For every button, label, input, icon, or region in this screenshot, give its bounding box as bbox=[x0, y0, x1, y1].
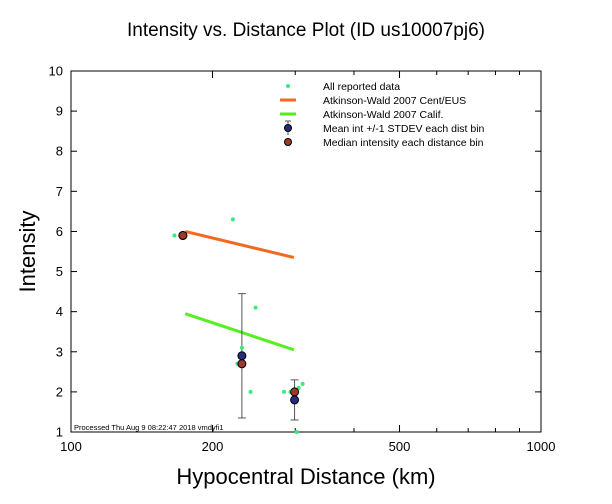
y-tick-label: 5 bbox=[56, 264, 63, 279]
y-tick-label: 1 bbox=[56, 425, 63, 440]
legend-label: All reported data bbox=[323, 81, 400, 93]
y-tick-label: 8 bbox=[56, 144, 63, 159]
y-tick-label: 6 bbox=[56, 224, 63, 239]
chart-title: Intensity vs. Distance Plot (ID us10007p… bbox=[127, 20, 485, 41]
legend-label: Median intensity each distance bin bbox=[323, 137, 484, 149]
y-tick-label: 3 bbox=[56, 344, 63, 359]
reported-data-point bbox=[253, 305, 258, 310]
mean-intensity-marker bbox=[290, 395, 300, 405]
x-tick-label: 1000 bbox=[527, 439, 556, 454]
legend-swatch-dot bbox=[286, 84, 290, 88]
y-tick-label: 10 bbox=[49, 64, 63, 79]
legend-swatch-circle bbox=[284, 138, 292, 146]
x-tick-label: 100 bbox=[60, 439, 82, 454]
x-axis-label: Hypocentral Distance (km) bbox=[176, 464, 435, 489]
mean-intensity-marker bbox=[237, 351, 247, 361]
x-tick-label: 500 bbox=[389, 439, 411, 454]
reported-data-point bbox=[300, 381, 305, 386]
processing-note: Processed Thu Aug 9 08:22:47 2018 vmdyfi… bbox=[74, 423, 224, 432]
reported-data-point bbox=[230, 217, 235, 222]
reported-data-point bbox=[282, 389, 287, 394]
plot-frame bbox=[70, 70, 542, 433]
reported-data-point bbox=[248, 389, 253, 394]
reported-data-point bbox=[239, 345, 244, 350]
y-tick-label: 7 bbox=[56, 184, 63, 199]
legend-label: Atkinson-Wald 2007 Cent/EUS bbox=[323, 95, 466, 107]
reported-data-point bbox=[294, 430, 299, 434]
reported-data-point bbox=[172, 233, 177, 238]
median-intensity-marker bbox=[290, 387, 300, 397]
legend-swatch-circle bbox=[284, 124, 292, 132]
x-tick-label: 200 bbox=[202, 439, 224, 454]
y-tick-label: 2 bbox=[56, 384, 63, 399]
median-intensity-marker bbox=[178, 230, 188, 240]
y-axis-label: Intensity bbox=[15, 211, 40, 293]
y-tick-label: 4 bbox=[56, 304, 63, 319]
model-line-2 bbox=[184, 312, 295, 352]
legend-label: Atkinson-Wald 2007 Calif. bbox=[323, 109, 443, 121]
legend-label: Mean int +/-1 STDEV each dist bin bbox=[323, 123, 485, 135]
median-intensity-marker bbox=[237, 359, 247, 369]
y-tick-label: 9 bbox=[56, 104, 63, 119]
model-line-1 bbox=[184, 229, 295, 259]
